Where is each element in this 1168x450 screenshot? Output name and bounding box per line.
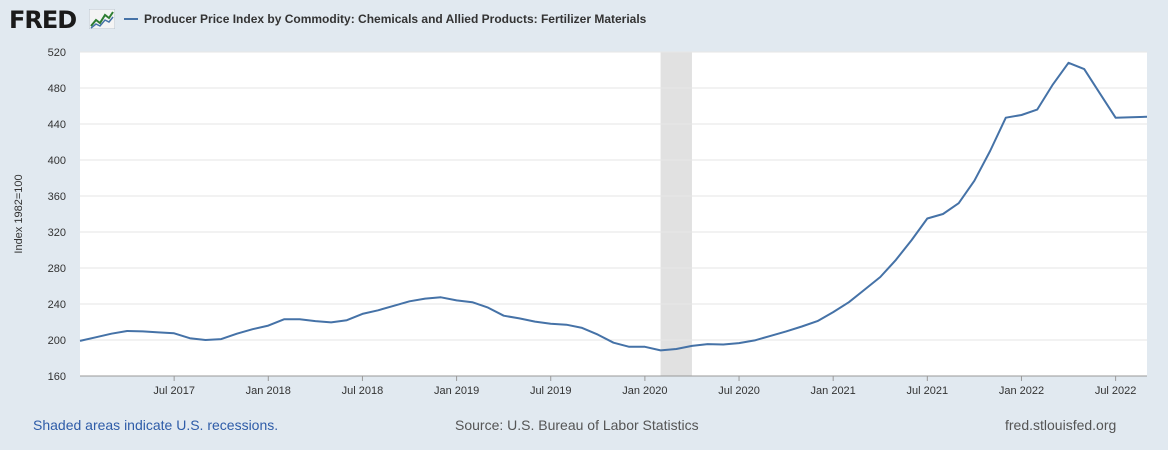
y-tick-label: 320 (48, 227, 66, 239)
y-axis-label: Index 1982=100 (13, 174, 25, 253)
chart-header: FRED Producer Price Index by Commodity: … (0, 0, 1168, 40)
y-tick-label: 480 (48, 83, 66, 95)
series-line[interactable] (79, 61, 1148, 352)
x-tick-label: Jul 2020 (718, 385, 760, 397)
x-tick-label: Jan 2021 (811, 385, 856, 397)
line-graph-icon (89, 9, 115, 29)
x-tick-label: Jan 2019 (434, 385, 479, 397)
recession-shading-layer (660, 52, 692, 376)
x-tick-label: Jul 2018 (342, 385, 384, 397)
y-tick-label: 160 (48, 371, 66, 383)
x-tick-label: Jul 2019 (530, 385, 572, 397)
recession-band (660, 52, 692, 376)
legend-series-label: Producer Price Index by Commodity: Chemi… (144, 12, 647, 26)
y-tick-label: 400 (48, 155, 66, 167)
series-layer (79, 61, 1148, 352)
x-axis-ticks: Jul 2017 Jan 2018 Jul 2018 Jan 2019 Jul 2019… (80, 375, 1147, 397)
y-axis-ticks: 160 200 240 280 320 360 400 440 480 520 (48, 47, 66, 383)
x-tick-label: Jul 2022 (1095, 385, 1137, 397)
fred-logo[interactable]: FRED (9, 6, 77, 34)
legend-swatch (124, 18, 138, 20)
x-tick-label: Jul 2017 (153, 385, 195, 397)
y-tick-label: 200 (48, 335, 66, 347)
plot-area (80, 52, 1147, 376)
y-tick-label: 360 (48, 191, 66, 203)
recession-note-link[interactable]: Shaded areas indicate U.S. recessions. (33, 417, 279, 433)
y-tick-label: 440 (48, 119, 66, 131)
y-tick-label: 240 (48, 299, 66, 311)
x-tick-label: Jan 2022 (999, 385, 1044, 397)
y-tick-label: 520 (48, 47, 66, 59)
x-tick-label: Jan 2020 (622, 385, 667, 397)
site-link[interactable]: fred.stlouisfed.org (1005, 417, 1117, 433)
y-tick-label: 280 (48, 263, 66, 275)
x-tick-label: Jan 2018 (246, 385, 291, 397)
x-tick-label: Jul 2021 (907, 385, 949, 397)
source-text: Source: U.S. Bureau of Labor Statistics (455, 417, 699, 433)
